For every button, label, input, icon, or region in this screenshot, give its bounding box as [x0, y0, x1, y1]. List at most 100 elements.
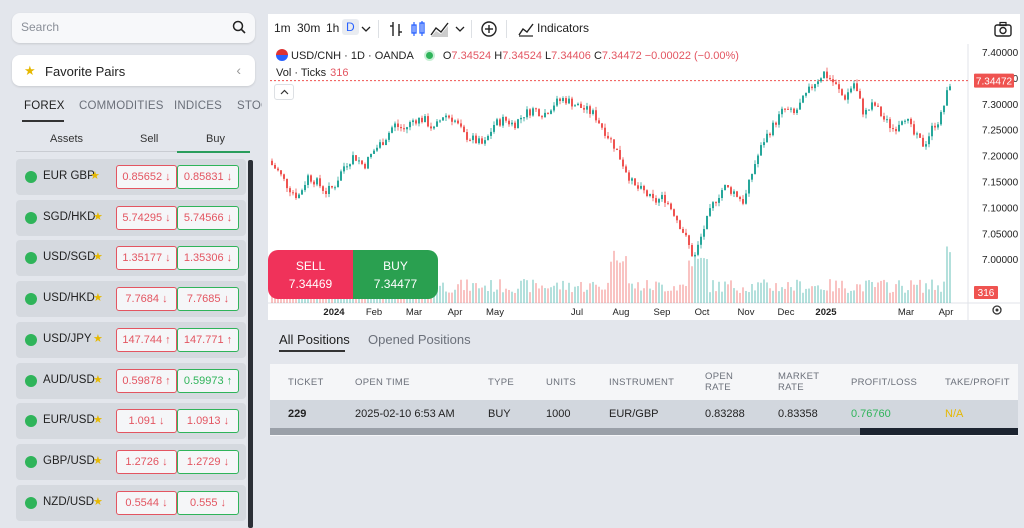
candle-body — [580, 103, 582, 108]
pair-row[interactable]: USD/JPY ★ 147.744 ↑ 147.771 ↑ — [16, 322, 246, 358]
buy-column-accent — [177, 151, 250, 153]
sell-price-button[interactable]: 0.85652 ↓ — [116, 165, 177, 189]
interval-1m[interactable]: 1m — [274, 21, 291, 35]
buy-price-button[interactable]: 7.7685 ↓ — [177, 287, 239, 311]
buy-price-button[interactable]: 0.59973 ↑ — [177, 369, 239, 393]
volume-bar — [520, 280, 522, 303]
sell-price-button[interactable]: 1.2726 ↓ — [116, 450, 177, 474]
interval-d[interactable]: D — [342, 19, 359, 35]
favorite-star-icon[interactable]: ★ — [93, 414, 103, 426]
pair-row[interactable]: EUR GBP ★ 0.85652 ↓ 0.85831 ↓ — [16, 159, 246, 195]
collapse-legend-button[interactable] — [274, 84, 294, 100]
pair-name[interactable]: EUR GBP — [43, 170, 95, 182]
bar-chart-icon[interactable] — [388, 20, 404, 38]
pair-name[interactable]: USD/JPY — [43, 333, 92, 345]
candle-body — [895, 129, 897, 132]
symbol-label[interactable]: USD/CNH · 1D · OANDA — [291, 50, 414, 62]
pair-row[interactable]: AUD/USD ★ 0.59878 ↑ 0.59973 ↑ — [16, 363, 246, 399]
pair-row[interactable]: USD/SGD ★ 1.35177 ↓ 1.35306 ↓ — [16, 240, 246, 276]
sell-price-button[interactable]: 5.74295 ↓ — [116, 206, 177, 230]
buy-price-button[interactable]: 1.35306 ↓ — [177, 246, 239, 270]
tab-stocks[interactable]: STOCKS — [237, 100, 262, 112]
sell-price-button[interactable]: 1.35177 ↓ — [116, 246, 177, 270]
volume-bar — [898, 280, 900, 303]
volume-bar — [499, 279, 501, 303]
sell-price-button[interactable]: 0.59878 ↑ — [116, 369, 177, 393]
favorite-star-icon[interactable]: ★ — [90, 170, 100, 182]
candle-body — [907, 118, 909, 121]
pair-row[interactable]: GBP/USD ★ 1.2726 ↓ 1.2729 ↓ — [16, 444, 246, 480]
favorite-star-icon[interactable]: ★ — [93, 496, 103, 508]
status-dot — [25, 497, 37, 509]
candle-body — [862, 98, 864, 115]
area-chart-icon[interactable] — [430, 20, 450, 38]
pair-name[interactable]: USD/HKD — [43, 292, 95, 304]
candle-body — [679, 220, 681, 230]
candles-icon[interactable] — [410, 20, 426, 38]
chevron-down-icon[interactable] — [455, 25, 465, 33]
tab-forex[interactable]: FOREX — [24, 100, 65, 112]
pair-row[interactable]: SGD/HKD ★ 5.74295 ↓ 5.74566 ↓ — [16, 200, 246, 236]
pair-name[interactable]: NZD/USD — [43, 496, 95, 508]
buy-price-button[interactable]: 0.85831 ↓ — [177, 165, 239, 189]
candle-body — [514, 122, 516, 129]
volume-bar — [868, 280, 870, 303]
sell-price-button[interactable]: 7.7684 ↓ — [116, 287, 177, 311]
buy-price-button[interactable]: 147.771 ↑ — [177, 328, 239, 352]
candle-body — [349, 164, 351, 167]
sell-price-button[interactable]: 0.5544 ↓ — [116, 491, 177, 515]
tab-indices[interactable]: INDICES — [174, 100, 223, 112]
indicators-icon[interactable] — [517, 20, 535, 38]
buy-price-button[interactable]: 1.2729 ↓ — [177, 450, 239, 474]
favorite-star-icon[interactable]: ★ — [93, 251, 103, 263]
pair-row[interactable]: EUR/USD ★ 1.091 ↓ 1.0913 ↓ — [16, 403, 246, 439]
volume-bar — [631, 283, 633, 303]
volume-bar — [670, 290, 672, 303]
candle-body — [370, 153, 372, 158]
buy-price-button[interactable]: 1.0913 ↓ — [177, 409, 239, 433]
volume-bar — [583, 291, 585, 303]
table-scrollbar-thumb[interactable] — [860, 428, 1018, 435]
pair-row[interactable]: NZD/USD ★ 0.5544 ↓ 0.555 ↓ — [16, 485, 246, 521]
pair-row[interactable]: USD/HKD ★ 7.7684 ↓ 7.7685 ↓ — [16, 281, 246, 317]
candle-body — [685, 232, 687, 236]
chevron-down-icon[interactable] — [361, 25, 371, 33]
camera-icon[interactable] — [994, 21, 1012, 37]
volume-bar — [637, 282, 639, 303]
favorite-star-icon[interactable]: ★ — [93, 211, 103, 223]
favorite-star-icon[interactable]: ★ — [93, 455, 103, 467]
candle-body — [367, 157, 369, 169]
favorite-star-icon[interactable]: ★ — [93, 292, 103, 304]
favorite-star-icon[interactable]: ★ — [93, 333, 103, 345]
tab-opened-positions[interactable]: Opened Positions — [368, 332, 471, 347]
chevron-left-icon[interactable]: ‹ — [236, 62, 241, 78]
settings-icon[interactable] — [992, 305, 1002, 315]
buy-price-button[interactable]: 5.74566 ↓ — [177, 206, 239, 230]
pair-name[interactable]: GBP/USD — [43, 455, 95, 467]
pair-name[interactable]: SGD/HKD — [43, 211, 96, 223]
add-indicator-icon[interactable] — [480, 20, 498, 38]
tab-commodities[interactable]: COMMODITIES — [79, 100, 164, 112]
buy-button[interactable]: BUY 7.34477 — [353, 250, 438, 299]
favorite-star-icon[interactable]: ★ — [93, 374, 103, 386]
pair-name[interactable]: USD/SGD — [43, 251, 96, 263]
volume-bar — [913, 284, 915, 303]
table-horizontal-scrollbar[interactable] — [270, 428, 1018, 435]
buy-price-button[interactable]: 0.555 ↓ — [177, 491, 239, 515]
sell-button[interactable]: SELL 7.34469 — [268, 250, 353, 299]
candle-body — [877, 105, 879, 107]
indicators-button[interactable]: Indicators — [537, 21, 590, 35]
pair-name[interactable]: EUR/USD — [43, 414, 95, 426]
tab-all-positions[interactable]: All Positions — [279, 332, 350, 347]
sell-price-button[interactable]: 1.091 ↓ — [116, 409, 177, 433]
table-row[interactable]: 229 2025-02-10 6:53 AM BUY 1000 EUR/GBP … — [270, 400, 1018, 428]
interval-1h[interactable]: 1h — [326, 21, 340, 35]
pair-list-scrollbar[interactable] — [248, 160, 253, 528]
search-icon[interactable] — [232, 20, 246, 34]
pair-name[interactable]: AUD/USD — [43, 374, 95, 386]
candle-body — [373, 150, 375, 154]
search-input[interactable] — [21, 20, 221, 34]
favorite-pairs-toggle[interactable]: ★ Favorite Pairs ‹ — [12, 55, 255, 86]
interval-30m[interactable]: 30m — [297, 21, 321, 35]
sell-price-button[interactable]: 147.744 ↑ — [116, 328, 177, 352]
